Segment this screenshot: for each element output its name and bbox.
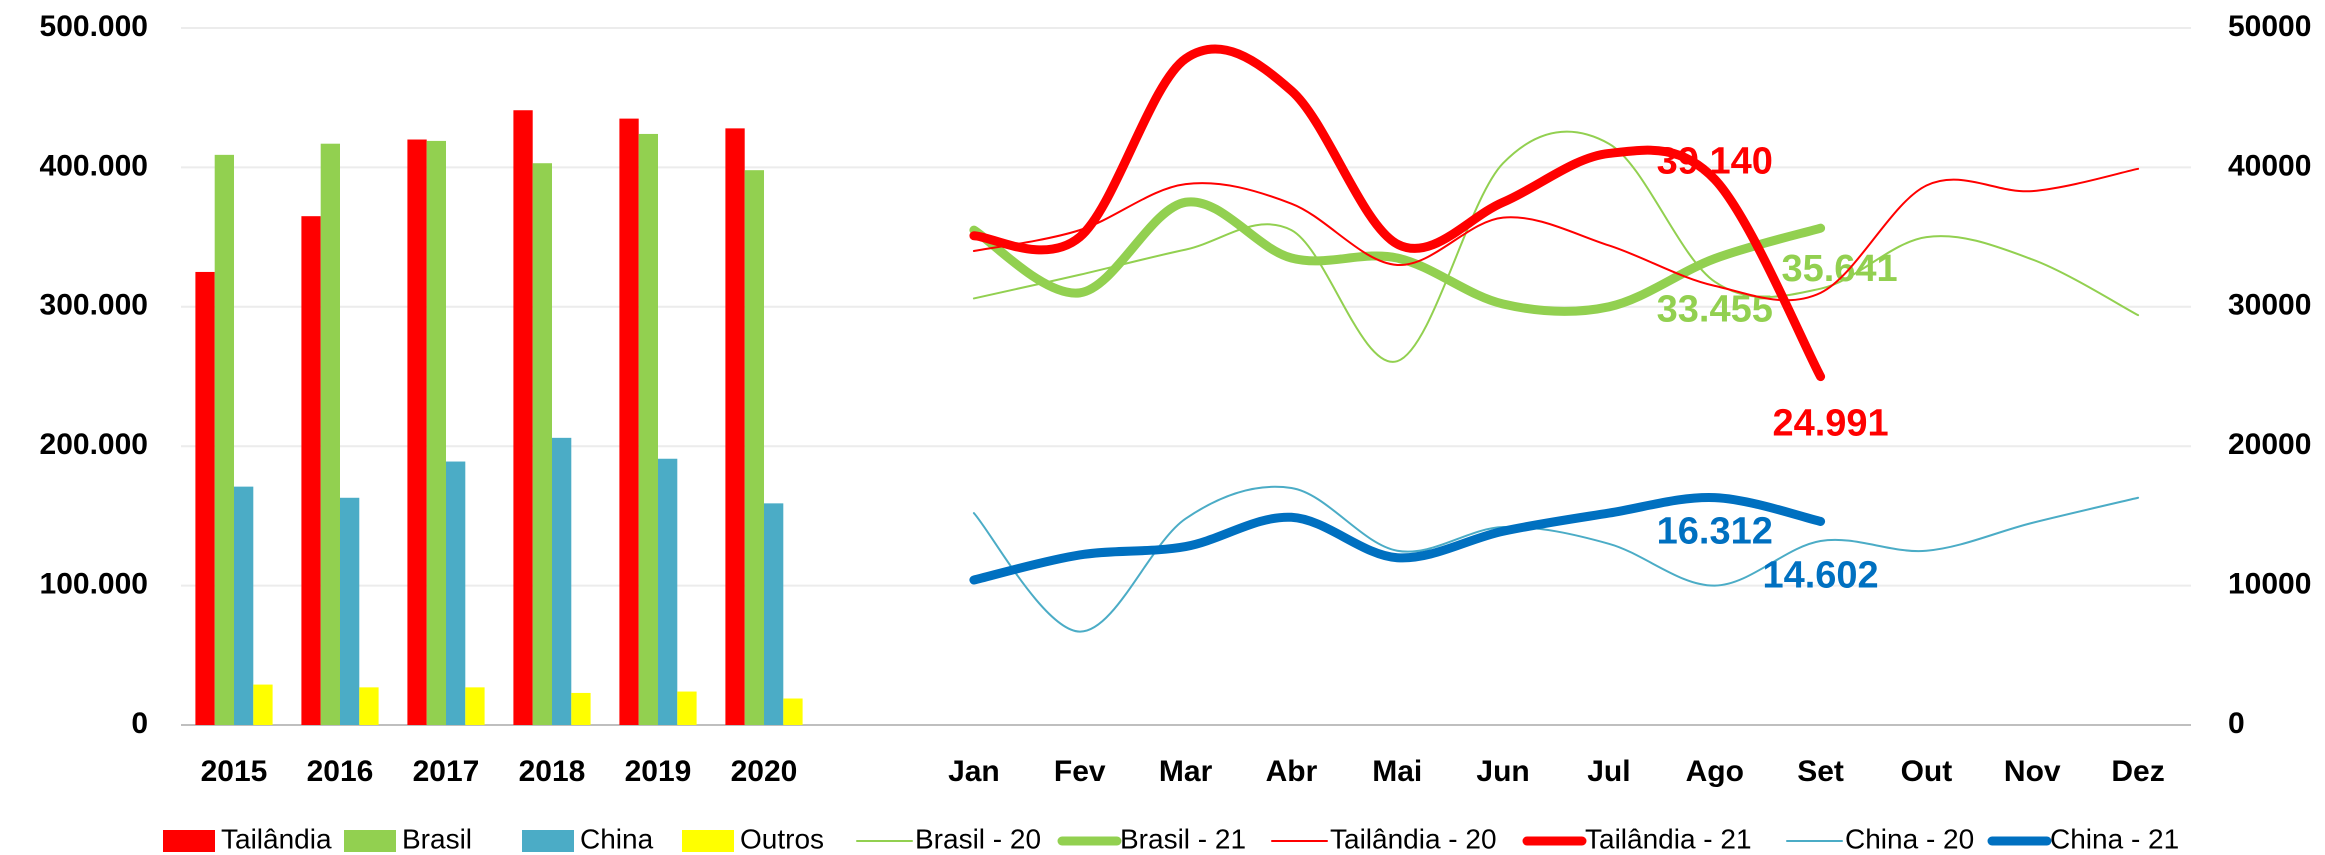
x-tick-label: 2020 xyxy=(731,755,798,788)
bar xyxy=(359,687,379,725)
bar xyxy=(725,128,745,726)
bar xyxy=(658,458,678,725)
y2-tick-label: 10000 xyxy=(2228,568,2311,601)
legend-label: China xyxy=(580,823,654,854)
bar xyxy=(744,170,764,726)
x-tick-label: Dez xyxy=(2111,755,2164,788)
legend-swatch xyxy=(344,830,396,852)
x-tick-label: Jul xyxy=(1587,755,1630,788)
bar xyxy=(407,139,427,725)
x-tick-label: 2016 xyxy=(307,755,374,788)
bar xyxy=(619,118,639,726)
bar xyxy=(195,271,215,725)
bar xyxy=(320,143,340,725)
y-tick-label: 0 xyxy=(131,707,148,740)
line xyxy=(969,197,1826,316)
x-tick-label: Out xyxy=(1901,755,1953,788)
bar xyxy=(465,687,485,725)
bar xyxy=(552,437,572,725)
x-tick-label: Fev xyxy=(1054,755,1106,788)
legend-label: Tailândia xyxy=(221,823,332,854)
legend-swatch xyxy=(682,830,734,852)
x-tick-label: 2019 xyxy=(625,755,692,788)
bar xyxy=(340,497,360,725)
legend-label: Brasil xyxy=(402,823,472,854)
bar xyxy=(764,503,784,725)
value-label: 16.312 xyxy=(1657,511,1773,553)
bar xyxy=(571,692,591,725)
line xyxy=(969,493,1826,585)
y2-tick-label: 20000 xyxy=(2228,428,2311,461)
value-label: 14.602 xyxy=(1762,554,1878,596)
y2-tick-label: 0 xyxy=(2228,707,2245,740)
legend-label: Brasil - 20 xyxy=(915,823,1041,854)
bar xyxy=(513,110,533,726)
y-tick-label: 400.000 xyxy=(40,149,148,182)
bar xyxy=(446,461,466,725)
line xyxy=(972,130,2140,363)
bar xyxy=(301,216,321,725)
x-tick-label: 2015 xyxy=(201,755,268,788)
value-label: 39.140 xyxy=(1657,140,1773,182)
bar xyxy=(532,163,552,725)
y-tick-label: 500.000 xyxy=(40,10,148,43)
y2-tick-label: 30000 xyxy=(2228,289,2311,322)
legend-label: China - 21 xyxy=(2050,823,2179,854)
legend-label: Tailândia - 21 xyxy=(1585,823,1752,854)
legend-label: Tailândia - 20 xyxy=(1330,823,1497,854)
line xyxy=(972,485,2140,633)
legend-label: Brasil - 21 xyxy=(1120,823,1246,854)
legend-swatch xyxy=(522,830,574,852)
value-label: 35.641 xyxy=(1781,248,1897,290)
legend-label: China - 20 xyxy=(1845,823,1974,854)
value-label: 33.455 xyxy=(1657,289,1773,331)
y-tick-label: 200.000 xyxy=(40,428,148,461)
bar xyxy=(426,140,446,725)
value-label: 24.991 xyxy=(1772,403,1888,445)
x-tick-label: Set xyxy=(1797,755,1844,788)
x-tick-label: Ago xyxy=(1686,755,1744,788)
x-tick-label: 2017 xyxy=(413,755,480,788)
y-tick-label: 300.000 xyxy=(40,289,148,322)
bar xyxy=(234,486,254,725)
line xyxy=(969,44,1826,382)
y2-tick-label: 40000 xyxy=(2228,149,2311,182)
x-tick-label: Mai xyxy=(1372,755,1422,788)
x-tick-label: Nov xyxy=(2004,755,2061,788)
bar xyxy=(214,154,234,725)
x-tick-label: Jan xyxy=(948,755,1000,788)
legend-swatch xyxy=(163,830,215,852)
bar xyxy=(638,133,658,726)
bar xyxy=(783,698,803,725)
x-tick-label: 2018 xyxy=(519,755,586,788)
line xyxy=(972,167,2140,302)
bar xyxy=(253,684,273,725)
x-tick-label: Mar xyxy=(1159,755,1213,788)
x-tick-label: Abr xyxy=(1266,755,1318,788)
y-tick-label: 100.000 xyxy=(40,568,148,601)
x-tick-label: Jun xyxy=(1476,755,1529,788)
bar xyxy=(677,691,697,725)
legend-label: Outros xyxy=(740,823,824,854)
y2-tick-label: 50000 xyxy=(2228,10,2311,43)
